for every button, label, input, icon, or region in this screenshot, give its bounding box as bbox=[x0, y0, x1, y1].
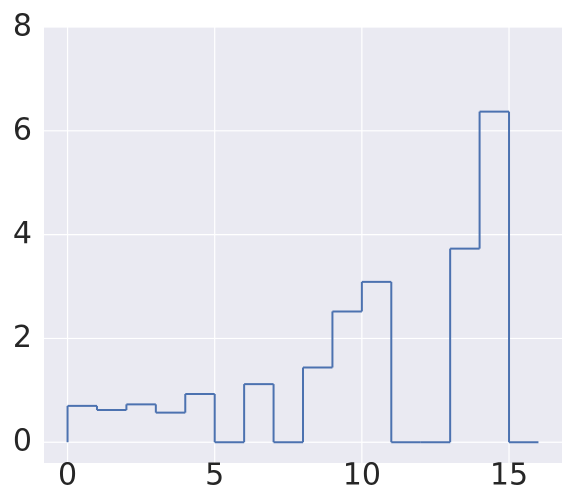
y-tick-label: 6 bbox=[13, 112, 32, 147]
y-tick-label: 4 bbox=[13, 216, 32, 251]
x-tick-label: 0 bbox=[58, 458, 77, 493]
x-tick-label: 5 bbox=[205, 458, 224, 493]
x-tick-label: 10 bbox=[343, 458, 381, 493]
y-tick-label: 0 bbox=[13, 424, 32, 459]
y-tick-label: 8 bbox=[13, 9, 32, 44]
y-tick-label: 2 bbox=[13, 320, 32, 355]
x-tick-label: 15 bbox=[490, 458, 528, 493]
